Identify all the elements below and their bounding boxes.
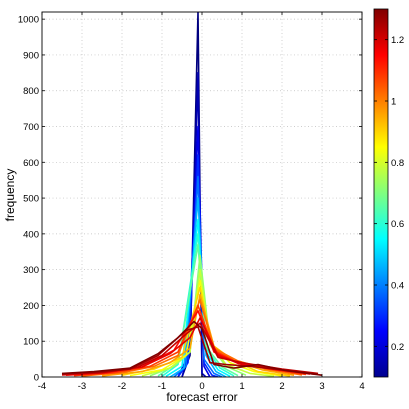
y-tick-label: 800 xyxy=(23,86,39,97)
colorbar-tick-label: 1.2 xyxy=(391,35,404,46)
colorbar-tick-label: 0.6 xyxy=(391,219,404,230)
grid xyxy=(42,12,362,377)
y-tick-label: 100 xyxy=(23,337,39,348)
series-lines xyxy=(61,12,323,377)
y-axis-ticks: 0 100 200 300 400 500 600 700 800 900 1000 xyxy=(18,15,362,384)
x-tick-label: 1 xyxy=(239,381,244,392)
x-axis-ticks: -4 -3 -2 -1 0 1 2 3 4 xyxy=(38,12,365,392)
x-tick-label: -1 xyxy=(158,381,166,392)
colorbar-tick-label: 0.2 xyxy=(391,342,404,353)
x-tick-label: 0 xyxy=(199,381,204,392)
x-axis-label: forecast error xyxy=(166,390,237,404)
x-tick-label: -2 xyxy=(118,381,126,392)
y-tick-label: 600 xyxy=(23,158,39,169)
y-tick-label: 700 xyxy=(23,122,39,133)
series-line-19 xyxy=(61,326,319,375)
colorbar xyxy=(373,8,389,378)
y-axis-label: frequency xyxy=(3,169,17,222)
x-tick-label: 4 xyxy=(359,381,364,392)
colorbar-tick-label: 0.4 xyxy=(391,281,404,292)
y-tick-label: 400 xyxy=(23,229,39,240)
series-line-10 xyxy=(141,268,275,377)
colorbar-ticks: 0.2 0.4 0.6 0.8 1 1.2 xyxy=(374,35,404,353)
y-tick-label: 900 xyxy=(23,50,39,61)
x-tick-label: 3 xyxy=(319,381,324,392)
x-tick-label: -3 xyxy=(78,381,86,392)
y-tick-label: 500 xyxy=(23,194,39,205)
colorbar-tick-label: 0.8 xyxy=(391,158,404,169)
colorbar-tick-label: 1 xyxy=(391,97,396,108)
y-tick-label: 1000 xyxy=(18,15,39,26)
y-tick-label: 300 xyxy=(23,265,39,276)
x-tick-label: 2 xyxy=(279,381,284,392)
series-line-20 xyxy=(61,320,323,376)
y-tick-label: 0 xyxy=(34,373,39,384)
x-tick-label: -4 xyxy=(38,381,46,392)
y-tick-label: 200 xyxy=(23,301,39,312)
